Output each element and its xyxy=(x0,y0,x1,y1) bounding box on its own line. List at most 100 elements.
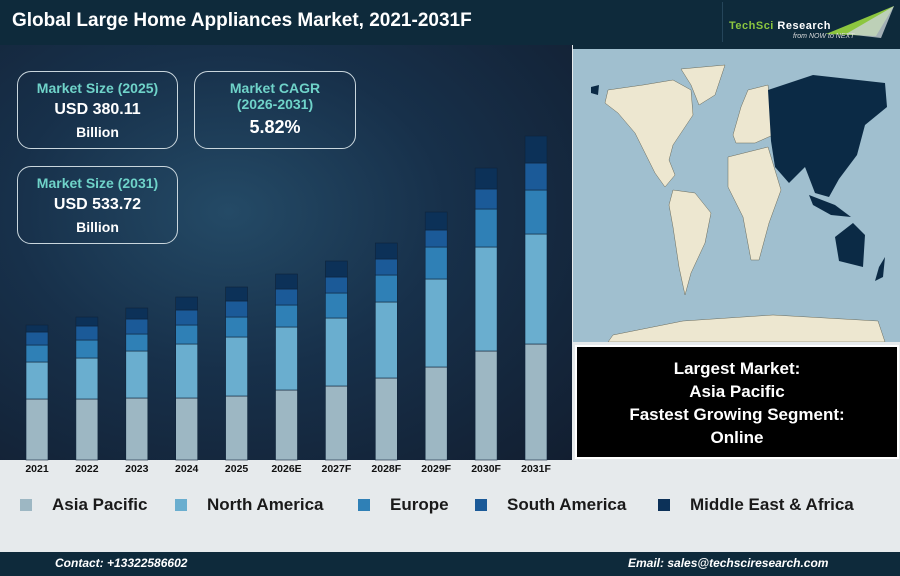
x-axis-band xyxy=(0,460,572,476)
bar-segment-2023-2 xyxy=(125,333,149,352)
stacked-bar-chart: 2021 2022 2023 2024 2025 2026E 2027F 2028F 2029F… xyxy=(25,135,551,475)
insight-box: Largest Market: Asia Pacific Fastest Gro… xyxy=(575,345,899,459)
kpi-label: Market CAGR xyxy=(229,80,321,96)
bar-segment-2028F-3 xyxy=(374,258,398,276)
bar-segment-2024-4 xyxy=(175,296,198,311)
x-tick-label: 2026E xyxy=(271,463,301,475)
bar-segment-2028F-2 xyxy=(374,274,398,303)
kpi-label: Market Size (2025) xyxy=(36,80,159,96)
bar-segment-2022-1 xyxy=(75,357,99,400)
bar-segment-2024-3 xyxy=(175,309,198,326)
bar-segment-2030F-1 xyxy=(474,246,498,352)
bar-segment-2030F-4 xyxy=(474,167,498,190)
legend-label: Europe xyxy=(390,495,449,514)
bar-segment-2027F-4 xyxy=(325,260,348,278)
asia-pacific-highlight xyxy=(591,75,887,281)
bar-segment-2026E-2 xyxy=(275,304,298,328)
chart-legend: Asia Pacific North America Europe South … xyxy=(0,495,900,527)
kpi-market-cagr: Market CAGR (2026-2031) 5.82% xyxy=(194,71,356,149)
bar-segment-2030F-3 xyxy=(474,188,498,210)
bar-segment-2023-3 xyxy=(125,318,149,335)
kpi-value: 5.82% xyxy=(249,117,301,137)
bar-segment-2026E-4 xyxy=(275,273,298,290)
bar-segment-2031F-3 xyxy=(524,162,548,191)
bar-segment-2022-3 xyxy=(75,325,99,341)
bar-segment-2021-3 xyxy=(25,331,49,346)
bar-segment-2027F-1 xyxy=(325,317,348,387)
bar-segment-2029F-3 xyxy=(424,229,448,248)
bar-segment-2031F-2 xyxy=(524,189,548,235)
legend-swatch xyxy=(175,499,187,511)
legend-label: Middle East & Africa xyxy=(690,495,854,514)
map-top-bar xyxy=(573,45,900,49)
x-tick-label: 2030F xyxy=(471,463,501,475)
bar-segment-2022-2 xyxy=(75,339,99,359)
bar-segment-2021-0 xyxy=(25,398,49,461)
bar-segment-2027F-0 xyxy=(325,385,348,461)
bar-segment-2024-2 xyxy=(175,324,198,345)
techsci-logo: TechSci Research from NOW to NEXT xyxy=(722,2,898,42)
kpi-value: USD 533.72 xyxy=(53,196,142,213)
bar-segment-2030F-0 xyxy=(474,350,498,461)
legend-swatch xyxy=(658,499,670,511)
bar-segment-2030F-2 xyxy=(474,208,498,248)
world-map xyxy=(573,45,900,342)
kpi-market-size-2025: Market Size (2025) USD 380.11 Billion xyxy=(17,71,178,149)
legend-label: South America xyxy=(507,495,627,514)
europe xyxy=(732,84,774,144)
legend-swatch xyxy=(20,499,32,511)
x-tick-label: 2023 xyxy=(125,463,149,475)
legend-swatch xyxy=(358,499,370,511)
x-tick-label: 2027F xyxy=(322,463,352,475)
x-tick-label: 2031F xyxy=(521,463,551,475)
bar-segment-2023-1 xyxy=(125,350,149,399)
bar-segment-2029F-2 xyxy=(424,246,448,280)
contact-phone: Contact: +13322586602 xyxy=(55,556,188,570)
bar-segment-2027F-3 xyxy=(325,276,348,294)
x-tick-label: 2021 xyxy=(25,463,49,475)
bar-segment-2028F-4 xyxy=(374,242,398,260)
bar-segment-2021-1 xyxy=(25,361,49,400)
logo-text: TechSci Research xyxy=(729,20,831,32)
bar-segment-2025-1 xyxy=(225,336,248,397)
x-tick-label: 2029F xyxy=(421,463,451,475)
bar-segment-2025-3 xyxy=(225,300,248,318)
kpi-value: USD 380.11 xyxy=(54,101,141,118)
logo-tagline: from NOW to NEXT xyxy=(793,33,855,40)
bar-segment-2029F-1 xyxy=(424,278,448,368)
bar-segment-2023-4 xyxy=(125,307,149,320)
bar-segment-2031F-4 xyxy=(524,135,548,164)
greenland xyxy=(680,64,726,106)
bar-segment-2022-4 xyxy=(75,316,99,327)
header: Global Large Home Appliances Market, 202… xyxy=(0,0,900,45)
kpi-market-size-2031: Market Size (2031) USD 533.72 Billion xyxy=(17,166,178,244)
bar-segment-2024-1 xyxy=(175,343,198,399)
bar-segment-2028F-0 xyxy=(374,377,398,461)
fastest-segment-value: Online xyxy=(710,428,764,447)
legend-item: South America xyxy=(475,495,626,515)
largest-market-label: Largest Market: xyxy=(673,359,801,378)
bar-segment-2025-4 xyxy=(225,286,248,302)
bar-segment-2024-0 xyxy=(175,397,198,461)
kpi-unit: Billion xyxy=(76,219,119,235)
kpi-unit: Billion xyxy=(76,124,119,140)
antarctica xyxy=(607,314,886,342)
legend-item: Middle East & Africa xyxy=(658,495,854,515)
bar-segment-2028F-1 xyxy=(374,301,398,379)
bar-segment-2021-2 xyxy=(25,344,49,363)
bar-segment-2025-0 xyxy=(225,395,248,461)
bar-segment-2031F-0 xyxy=(524,343,548,461)
logo-swoosh-icon xyxy=(826,6,894,38)
contact-email[interactable]: Email: sales@techsciresearch.com xyxy=(628,556,829,570)
bar-segment-2022-0 xyxy=(75,398,99,461)
africa xyxy=(727,146,782,261)
x-tick-label: 2025 xyxy=(225,463,249,475)
south-america xyxy=(668,189,712,296)
footer: Contact: +13322586602 Email: sales@techs… xyxy=(0,552,900,576)
bar-segment-2026E-3 xyxy=(275,288,298,306)
page-title: Global Large Home Appliances Market, 202… xyxy=(12,10,472,31)
kpi-period: (2026-2031) xyxy=(236,96,314,112)
legend-item: North America xyxy=(175,495,324,515)
kpi-label: Market Size (2031) xyxy=(36,175,159,191)
bar-segment-2031F-1 xyxy=(524,233,548,345)
